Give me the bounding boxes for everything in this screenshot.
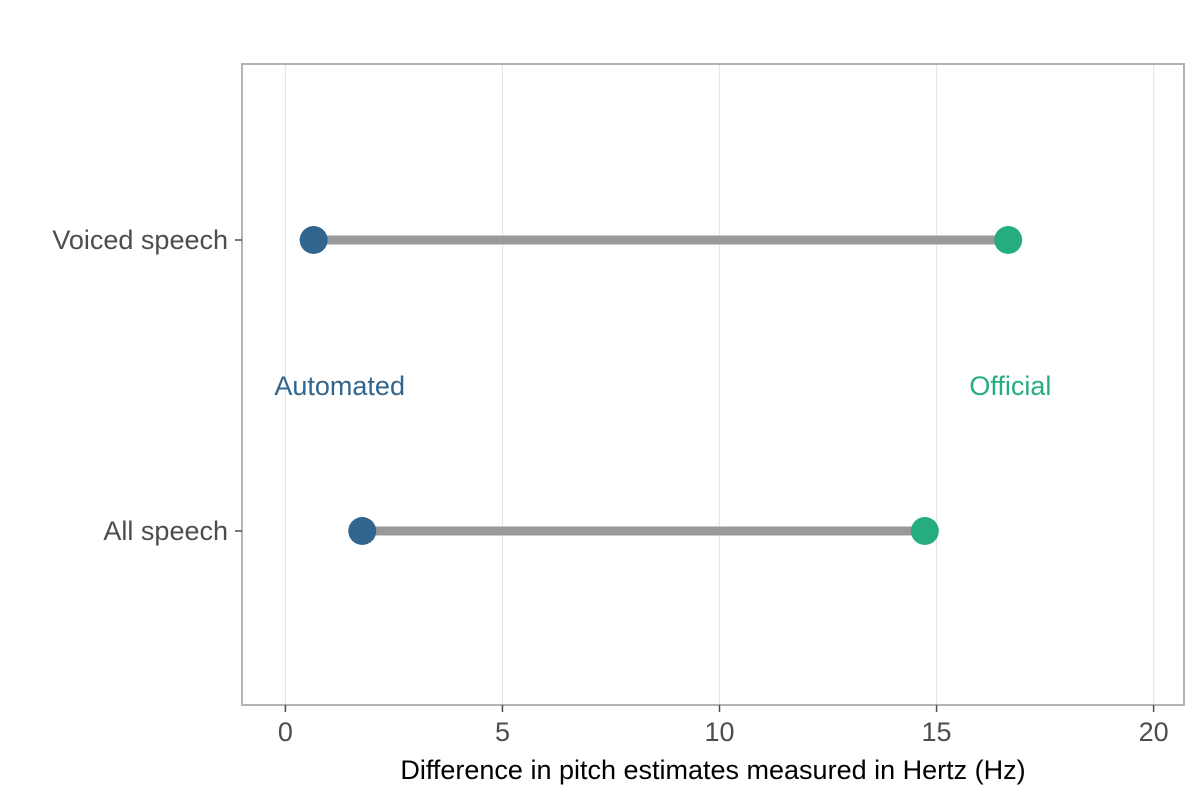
segments <box>313 235 1009 536</box>
y-axis-ticks: Voiced speech All speech <box>52 225 242 546</box>
y-tick-label-0: Voiced speech <box>52 225 228 255</box>
points <box>299 226 1023 545</box>
panel-border <box>241 63 1185 706</box>
point-official-1 <box>910 517 939 545</box>
x-tick-label-2: 10 <box>704 717 734 747</box>
grid-lines <box>284 64 1155 705</box>
x-tick-label-4: 20 <box>1139 717 1169 747</box>
x-tick-label-3: 15 <box>922 717 952 747</box>
x-tick-label-1: 5 <box>495 717 510 747</box>
x-axis-title: Difference in pitch estimates measured i… <box>400 755 1025 785</box>
point-automated-1 <box>348 517 377 545</box>
x-axis-ticks: 0 5 10 15 20 <box>278 705 1169 747</box>
y-tick-label-1: All speech <box>103 516 228 546</box>
annotation-official: Official <box>969 371 1051 401</box>
x-tick-label-0: 0 <box>278 717 293 747</box>
annotations: Automated Official <box>274 371 1051 401</box>
annotation-automated: Automated <box>274 371 405 401</box>
point-official-0 <box>994 226 1023 254</box>
point-automated-0 <box>299 226 328 254</box>
